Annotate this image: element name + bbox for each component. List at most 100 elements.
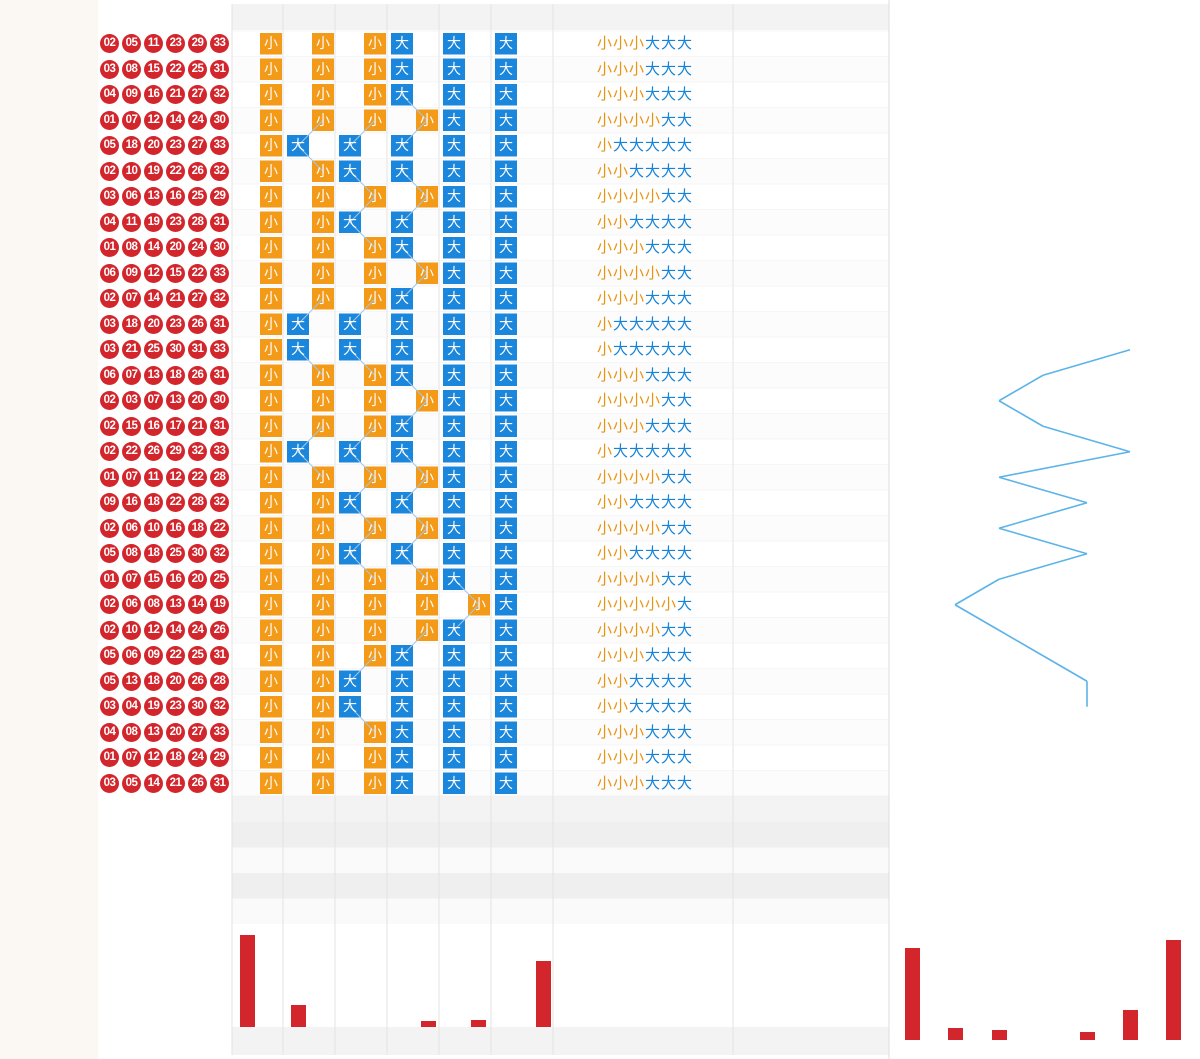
marker-bg — [495, 721, 517, 743]
marker-bg — [260, 364, 282, 386]
ratio-trend-line — [998, 527, 1088, 555]
trend-connector — [349, 476, 376, 504]
marker-bg — [495, 313, 517, 335]
marker-bg — [495, 364, 517, 386]
header-band — [232, 4, 889, 30]
marker-bg — [443, 747, 465, 769]
trend-connector — [401, 272, 428, 300]
marker-bg — [364, 772, 386, 794]
marker-bg — [364, 84, 386, 106]
subheader-band — [232, 795, 889, 822]
trend-connector — [453, 604, 480, 631]
stats-row-bg — [232, 847, 889, 873]
marker-bg — [312, 517, 334, 539]
trend-connector — [401, 629, 428, 657]
marker-bg — [443, 441, 465, 463]
marker-bg — [495, 466, 517, 488]
marker-bg — [260, 543, 282, 565]
ratio-trend-line — [954, 604, 1000, 631]
marker-bg — [364, 747, 386, 769]
trend-connector — [349, 221, 376, 249]
trend-connector — [297, 349, 324, 376]
row-stripe — [232, 311, 889, 337]
row-stripe — [232, 515, 889, 541]
marker-bg — [495, 390, 517, 412]
ratio-trend-line — [998, 501, 1088, 530]
trend-connector — [401, 553, 428, 580]
marker-bg — [312, 696, 334, 718]
marker-bg — [443, 135, 465, 157]
marker-bg — [495, 415, 517, 437]
marker-bg — [260, 58, 282, 80]
ratio-trend-line — [998, 400, 1044, 427]
marker-bg — [260, 160, 282, 182]
trend-connector — [401, 527, 428, 555]
marker-bg — [443, 313, 465, 335]
marker-bg — [260, 186, 282, 208]
marker-bg — [260, 237, 282, 259]
trend-connector — [297, 119, 324, 147]
marker-bg — [260, 288, 282, 310]
marker-bg — [495, 441, 517, 463]
marker-bg — [443, 84, 465, 106]
marker-bg — [443, 696, 465, 718]
marker-bg — [495, 696, 517, 718]
marker-bg — [495, 619, 517, 641]
marker-bg — [391, 339, 413, 361]
marker-bg — [260, 747, 282, 769]
marker-bg — [260, 33, 282, 55]
row-stripe — [232, 719, 889, 745]
marker-bg — [391, 721, 413, 743]
marker-bg — [443, 58, 465, 80]
trend-connector — [297, 298, 324, 325]
marker-bg — [260, 415, 282, 437]
trend-connector — [349, 425, 376, 453]
marker-bg — [443, 288, 465, 310]
marker-bg — [312, 747, 334, 769]
marker-bg — [495, 211, 517, 233]
marker-bg — [443, 33, 465, 55]
marker-bg — [443, 160, 465, 182]
marker-bg — [495, 772, 517, 794]
marker-bg — [260, 568, 282, 590]
marker-bg — [312, 390, 334, 412]
marker-bg — [260, 670, 282, 692]
trend-connector — [349, 298, 376, 325]
marker-bg — [312, 568, 334, 590]
ratio-trend-line — [998, 552, 1088, 581]
row-stripe — [232, 107, 889, 133]
marker-bg — [443, 645, 465, 667]
marker-bg — [312, 262, 334, 284]
marker-bg — [416, 594, 438, 616]
trend-connector — [297, 451, 324, 478]
marker-bg — [391, 313, 413, 335]
marker-bg — [443, 211, 465, 233]
trend-connector — [401, 476, 428, 504]
marker-bg — [495, 33, 517, 55]
marker-bg — [312, 84, 334, 106]
marker-bg — [260, 517, 282, 539]
ratio-trend-line — [1042, 655, 1088, 682]
stats-row-bg — [232, 873, 889, 899]
marker-bg — [312, 211, 334, 233]
marker-bg — [443, 543, 465, 565]
trend-connector — [349, 553, 376, 580]
marker-bg — [364, 594, 386, 616]
ratio-trend-line — [998, 374, 1044, 402]
trend-connector — [349, 655, 376, 682]
marker-bg — [443, 415, 465, 437]
marker-bg — [495, 339, 517, 361]
ratio-trend-line — [1042, 425, 1131, 453]
marker-bg — [443, 670, 465, 692]
marker-bg — [260, 721, 282, 743]
trend-connector — [401, 400, 428, 427]
marker-bg — [364, 619, 386, 641]
trend-connector — [349, 527, 376, 555]
marker-bg — [443, 186, 465, 208]
marker-bg — [312, 619, 334, 641]
footer-band — [232, 1027, 889, 1055]
marker-bg — [364, 58, 386, 80]
marker-bg — [495, 645, 517, 667]
trend-connector — [349, 706, 376, 733]
